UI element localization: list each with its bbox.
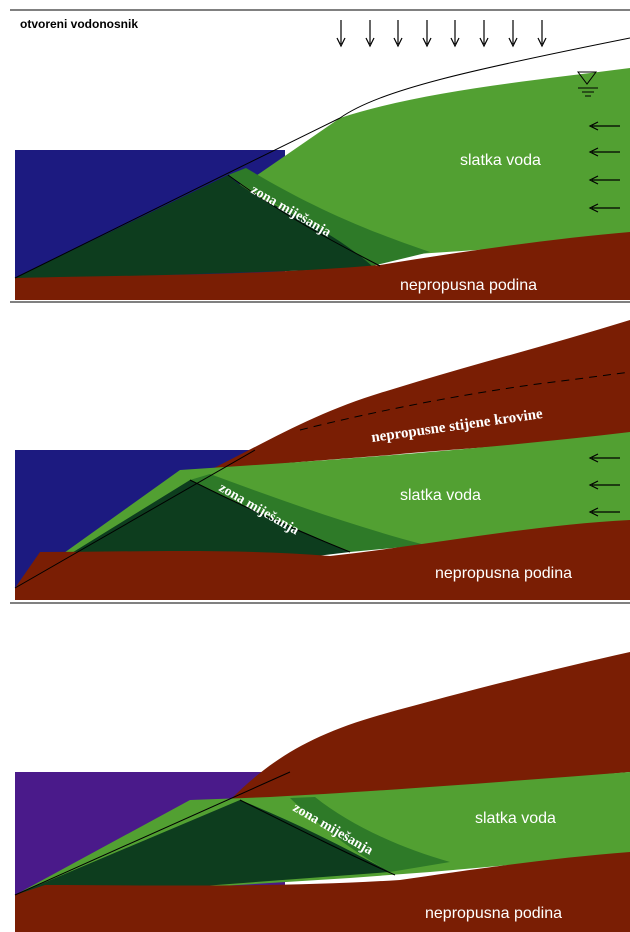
inflow-arrows (588, 453, 620, 517)
mixing-zone (190, 474, 425, 552)
inflow-arrow-icon (588, 175, 620, 185)
mixing-zone (228, 168, 430, 266)
inflow-arrow-icon (588, 121, 620, 131)
interface-line (227, 174, 381, 267)
coast-line (14, 771, 291, 896)
panel-3-confined-aquifer: slatka voda nepropusna podina zona miješ… (14, 652, 630, 932)
coast-line (14, 117, 341, 279)
bedrock-label: nepropusna podina (400, 277, 537, 294)
impermeable-caprock (210, 320, 630, 470)
ground-surface (339, 37, 630, 119)
recharge-arrow-icon (336, 20, 346, 48)
recharge-arrow-icon (393, 20, 403, 48)
panel-title: otvoreni vodonosnik (20, 17, 138, 31)
inflow-arrow-icon (588, 147, 620, 157)
bedrock-label: nepropusna podina (425, 905, 562, 922)
fresh-water-label: slatka voda (475, 810, 556, 827)
coast-line (14, 449, 256, 589)
salt-water-wedge (15, 800, 390, 900)
recharge-arrow-icon (479, 20, 489, 48)
panel-2-confined-aquifer: nepropusne stijene krovine slatka voda n… (14, 320, 630, 600)
bedrock-label: nepropusna podina (435, 565, 572, 582)
salt-water-wedge (15, 175, 380, 280)
inflow-arrows (588, 121, 620, 213)
interface-line (239, 799, 396, 876)
panel-1-unconfined-aquifer: otvoreni vodonosnik slatka voda nepropus… (14, 17, 630, 300)
inflow-arrow-icon (588, 453, 620, 463)
inflow-arrow-icon (588, 507, 620, 517)
recharge-arrow-icon (422, 20, 432, 48)
mixing-zone (290, 797, 450, 872)
fresh-water-label: slatka voda (460, 152, 541, 169)
recharge-arrow-icon (450, 20, 460, 48)
inflow-arrow-icon (588, 203, 620, 213)
interface-line (189, 479, 351, 553)
inflow-arrow-icon (588, 480, 620, 490)
impermeable-bedrock (15, 232, 630, 300)
recharge-arrow-icon (537, 20, 547, 48)
fresh-water-label: slatka voda (400, 487, 481, 504)
dashed-water-level (299, 371, 630, 431)
impermeable-bedrock (15, 852, 630, 932)
water-table-icon (577, 71, 598, 97)
impermeable-bedrock (15, 520, 630, 600)
recharge-arrows (336, 20, 547, 48)
recharge-arrow-icon (365, 20, 375, 48)
impermeable-caprock (230, 652, 630, 800)
recharge-arrow-icon (508, 20, 518, 48)
